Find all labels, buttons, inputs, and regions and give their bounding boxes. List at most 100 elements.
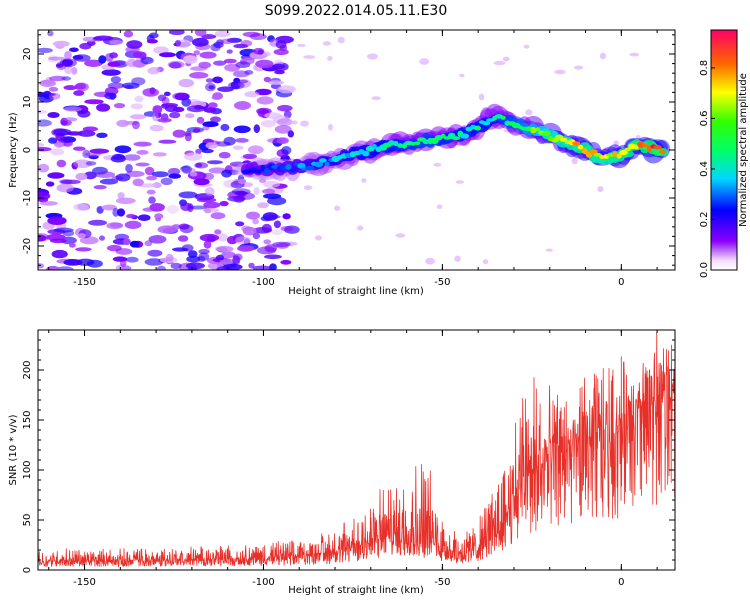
heatmap-ridge-cell <box>285 164 292 170</box>
heatmap-noise-cell <box>99 235 105 241</box>
heatmap-noise-cell <box>247 145 264 155</box>
heatmap-noise-cell <box>47 216 67 225</box>
heatmap-noise-cell <box>152 105 163 114</box>
heatmap-ridge-cell <box>481 121 491 126</box>
heatmap-noise-cell <box>135 162 150 167</box>
snr-y-tick-label: 50 <box>22 514 33 527</box>
heatmap-noise-cell <box>79 236 99 245</box>
heatmap-noise-cell <box>117 192 125 200</box>
heatmap-noise-cell <box>234 101 251 110</box>
heatmap-noise-cell <box>216 266 233 270</box>
heatmap-noise-cell <box>217 86 234 92</box>
heatmap-noise-cell <box>196 197 217 203</box>
heatmap-noise-cell <box>193 105 204 110</box>
colorbar: 0.0 0.2 0.4 0.6 0.8 Normalized spectral ampl… <box>699 29 749 278</box>
heatmap-noise-cell <box>110 76 122 84</box>
heatmap-faint-cell <box>322 41 331 46</box>
heatmap-noise-cell <box>262 212 278 221</box>
heatmap-ridge-cell <box>319 158 327 163</box>
heatmap-noise-cell <box>255 59 274 69</box>
heatmap-noise-cell <box>273 48 289 56</box>
heatmap-faint-cell <box>436 204 443 209</box>
heatmap-noise-cell <box>75 247 92 252</box>
heatmap-faint-cell <box>571 157 578 165</box>
heatmap-noise-cell <box>73 203 89 211</box>
heatmap-noise-cell <box>210 212 226 220</box>
snr-x-ticks: -150 -100 -50 0 <box>48 330 658 588</box>
heatmap-y-tick-label: 10 <box>22 96 33 109</box>
heatmap-noise-cell <box>187 266 198 270</box>
heatmap-noise-cell <box>276 118 293 126</box>
heatmap-noise-cell <box>210 116 221 123</box>
heatmap-noise-cell <box>148 235 167 244</box>
heatmap-faint-cell <box>574 65 584 70</box>
heatmap-noise-cell <box>271 229 283 236</box>
heatmap-noise-cell <box>242 226 257 236</box>
heatmap-noise-cell <box>95 171 116 178</box>
heatmap-noise-cell <box>146 175 157 181</box>
heatmap-noise-cell <box>82 149 91 158</box>
heatmap-noise-cell <box>268 80 284 85</box>
heatmap-noise-cell <box>201 34 217 40</box>
heatmap-noise-cell <box>148 196 156 204</box>
heatmap-noise-cell <box>39 201 58 206</box>
heatmap-noise-cell <box>205 142 218 149</box>
heatmap-noise-cell <box>60 179 81 185</box>
heatmap-ridge-cell <box>572 141 581 146</box>
heatmap-noise-cell <box>160 177 173 186</box>
heatmap-noise-cell <box>170 262 182 270</box>
heatmap-noise-cell <box>233 70 250 78</box>
heatmap-noise-cell <box>237 245 255 252</box>
heatmap-noise-cell <box>226 235 238 245</box>
heatmap-noise-cell <box>147 67 160 75</box>
heatmap-noise-cell <box>77 109 91 118</box>
heatmap-noise-cell <box>107 61 121 67</box>
heatmap-noise-cell <box>203 107 217 113</box>
heatmap-ridge-cell <box>534 127 541 132</box>
heatmap-noise-cell <box>182 55 198 64</box>
heatmap-noise-cell <box>136 150 149 155</box>
heatmap-noise-cell <box>112 208 119 217</box>
heatmap-noise-cell <box>157 118 172 123</box>
heatmap-ridge-cell <box>612 151 618 157</box>
heatmap-ridge-cell <box>440 133 446 138</box>
heatmap-noise-cell <box>149 203 165 212</box>
heatmap-faint-cell <box>459 73 465 78</box>
heatmap-ridge-cell <box>577 144 584 150</box>
heatmap-noise-cell <box>45 181 55 187</box>
heatmap-noise-cell <box>137 214 151 221</box>
heatmap-faint-cell <box>367 53 378 60</box>
snr-x-tick-label: -100 <box>252 577 275 588</box>
heatmap-x-tick-label: -50 <box>434 277 450 288</box>
heatmap-noise-cell <box>157 94 167 102</box>
heatmap-noise-cell <box>194 162 209 169</box>
heatmap-noise-cell <box>261 223 272 233</box>
heatmap-ridge-cell <box>371 143 377 150</box>
heatmap-noise-cell <box>233 125 251 134</box>
heatmap-ridge-cell <box>474 125 481 131</box>
heatmap-noise-cell <box>51 249 68 259</box>
heatmap-noise-cell <box>252 218 259 225</box>
colorbar-tick-label: 0.2 <box>699 212 710 228</box>
heatmap-ridge-cell <box>616 153 622 159</box>
heatmap-noise-cell <box>263 193 282 199</box>
heatmap-noise-cell <box>213 60 227 66</box>
heatmap-noise-cell <box>253 187 260 196</box>
heatmap-ridge-cell <box>289 168 297 173</box>
heatmap-faint-cell <box>599 52 607 60</box>
heatmap-noise-cell <box>226 49 233 54</box>
heatmap-noise-cell <box>146 39 158 44</box>
heatmap-noise-cell <box>89 148 110 154</box>
heatmap-faint-cell <box>328 124 333 131</box>
heatmap-noise-cell <box>113 103 126 109</box>
heatmap-noise-cell <box>214 30 231 38</box>
heatmap-noise-cell <box>199 233 220 242</box>
heatmap-noise-cell <box>130 103 143 110</box>
snr-y-tick-label: 0 <box>22 567 33 573</box>
heatmap-noise-cell <box>116 119 130 127</box>
snr-y-ticks: 0 50 100 150 200 <box>22 329 675 573</box>
heatmap-noise-cell <box>38 147 52 152</box>
heatmap-noise-cell <box>53 128 72 136</box>
